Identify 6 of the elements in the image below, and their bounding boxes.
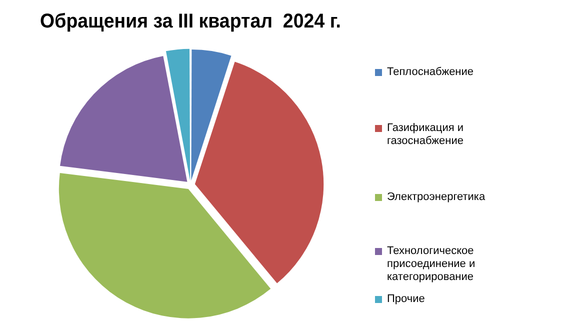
legend-label: Теплоснабжение — [387, 66, 474, 79]
legend-label: Прочие — [387, 293, 425, 306]
legend-label: Электроэнергетика — [387, 191, 486, 204]
legend-label: Газификация и газоснабжение — [387, 122, 464, 148]
chart-title: Обращения за III квартал 2024 г. — [40, 10, 341, 33]
legend-label: Технологическое присоединение и категорирование — [387, 245, 476, 284]
